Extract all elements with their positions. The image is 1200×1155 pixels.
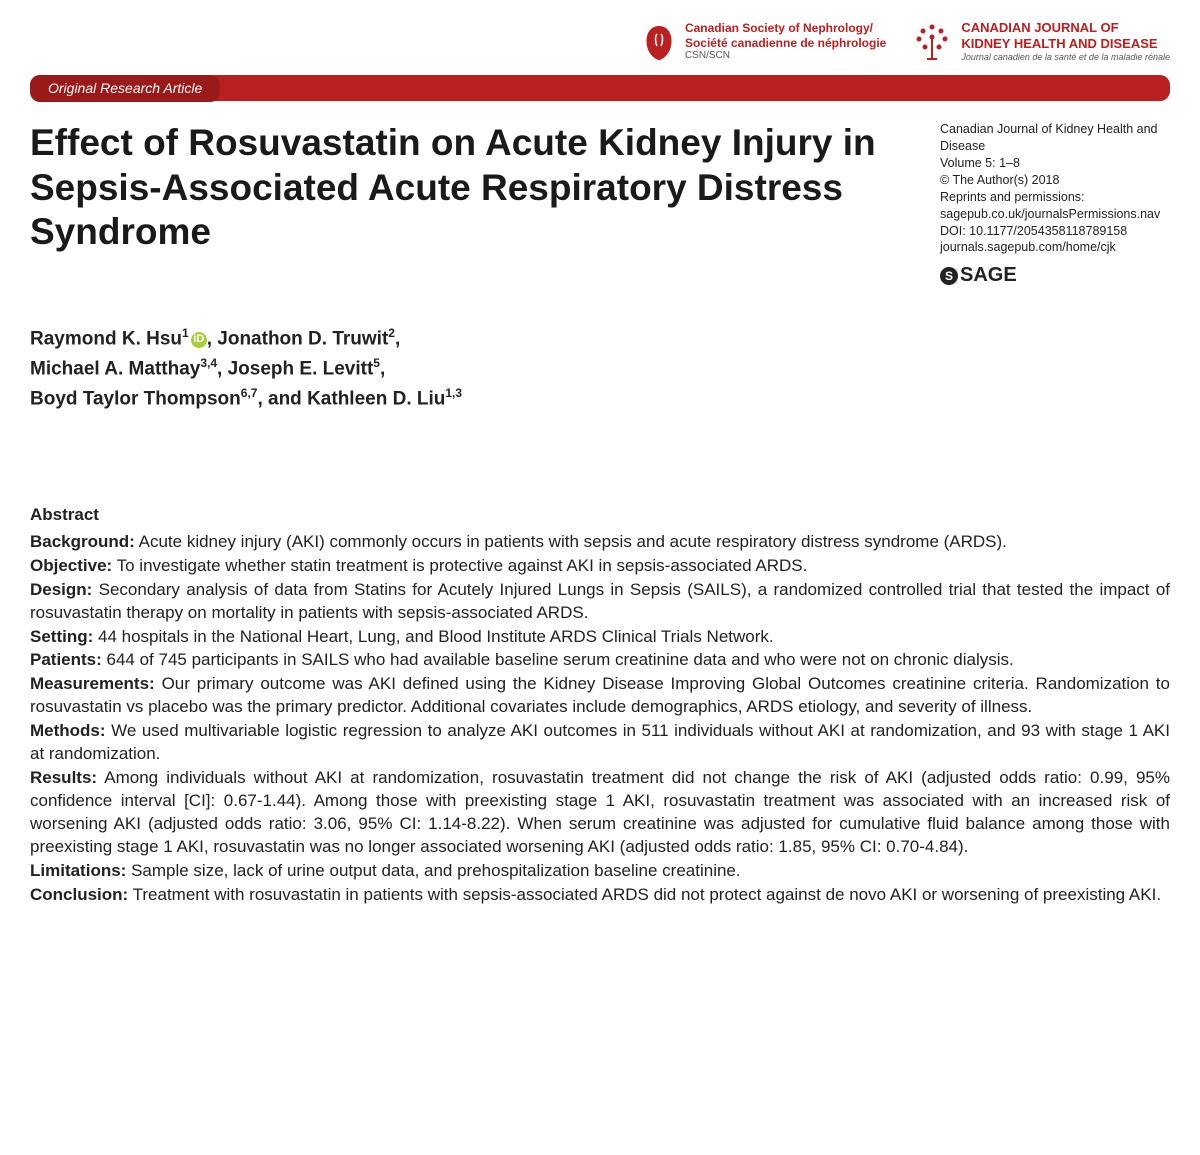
setting-text: 44 hospitals in the National Heart, Lung… (93, 627, 773, 646)
meta-doi: DOI: 10.1177/2054358118789158 (940, 223, 1170, 240)
author-1-aff: 1 (182, 326, 189, 340)
journal-sub: Journal canadien de la santé et de la ma… (961, 51, 1170, 63)
author-4-aff: 5 (373, 356, 380, 370)
methods-label: Methods: (30, 721, 106, 740)
society-text: Canadian Society of Nephrology/ Société … (685, 21, 886, 62)
meta-volume: Volume 5: 1–8 (940, 155, 1170, 172)
background-text: Acute kidney injury (AKI) commonly occur… (135, 532, 1007, 551)
design-text: Secondary analysis of data from Statins … (30, 580, 1170, 622)
sage-s-icon: S (940, 267, 958, 285)
journal-line1: CANADIAN JOURNAL OF (961, 20, 1170, 36)
author-5-aff: 6,7 (241, 386, 258, 400)
society-sub: CSN/SCN (685, 50, 886, 62)
article-type-bar: Original Research Article (30, 75, 1170, 101)
journal-line2: KIDNEY HEALTH AND DISEASE (961, 36, 1170, 52)
article-type-badge: Original Research Article (30, 75, 220, 102)
limitations-text: Sample size, lack of urine output data, … (126, 861, 740, 880)
conclusion-text: Treatment with rosuvastatin in patients … (128, 885, 1161, 904)
society-line1: Canadian Society of Nephrology/ (685, 21, 886, 35)
title-column: Effect of Rosuvastatin on Acute Kidney I… (30, 121, 910, 289)
society-line2: Société canadienne de néphrologie (685, 36, 886, 50)
objective-text: To investigate whether statin treatment … (112, 556, 807, 575)
society-logo-block: Canadian Society of Nephrology/ Société … (641, 20, 886, 63)
abstract-heading: Abstract (30, 504, 1170, 527)
methods-text: We used multivariable logistic regressio… (30, 721, 1170, 763)
author-5: Boyd Taylor Thompson (30, 388, 241, 409)
author-2-aff: 2 (388, 326, 395, 340)
article-title: Effect of Rosuvastatin on Acute Kidney I… (30, 121, 910, 254)
results-label: Results: (30, 768, 97, 787)
author-3: Michael A. Matthay (30, 358, 200, 379)
setting-label: Setting: (30, 627, 93, 646)
measurements-label: Measurements: (30, 674, 155, 693)
objective-label: Objective: (30, 556, 112, 575)
meta-journal: Canadian Journal of Kidney Health and Di… (940, 121, 1170, 155)
meta-reprints: Reprints and permissions: (940, 189, 1170, 206)
abstract-body: Background: Acute kidney injury (AKI) co… (30, 531, 1170, 907)
design-label: Design: (30, 580, 92, 599)
measurements-text: Our primary outcome was AKI defined usin… (30, 674, 1170, 716)
meta-copyright: © The Author(s) 2018 (940, 172, 1170, 189)
authors-block: Raymond K. Hsu1iD, Jonathon D. Truwit2, … (30, 324, 1170, 413)
author-1: Raymond K. Hsu (30, 329, 182, 350)
sage-logo: SSAGE (940, 262, 1170, 289)
author-6-aff: 1,3 (445, 386, 462, 400)
author-4: Joseph E. Levitt (228, 358, 374, 379)
patients-label: Patients: (30, 650, 102, 669)
journal-logo-block: CANADIAN JOURNAL OF KIDNEY HEALTH AND DI… (911, 20, 1170, 63)
author-3-aff: 3,4 (200, 356, 217, 370)
author-6: Kathleen D. Liu (307, 388, 445, 409)
meta-permissions-url: sagepub.co.uk/journalsPermissions.nav (940, 206, 1170, 223)
header-logos: Canadian Society of Nephrology/ Société … (30, 20, 1170, 63)
meta-column: Canadian Journal of Kidney Health and Di… (940, 121, 1170, 289)
kidney-icon (641, 22, 677, 62)
meta-home: journals.sagepub.com/home/cjk (940, 239, 1170, 256)
sage-text: SAGE (960, 262, 1017, 289)
background-label: Background: (30, 532, 135, 551)
conclusion-label: Conclusion: (30, 885, 128, 904)
patients-text: 644 of 745 participants in SAILS who had… (102, 650, 1014, 669)
results-text: Among individuals without AKI at randomi… (30, 768, 1170, 856)
author-2: Jonathon D. Truwit (217, 329, 388, 350)
orcid-icon: iD (191, 332, 207, 348)
limitations-label: Limitations: (30, 861, 126, 880)
tree-icon (911, 21, 953, 63)
title-meta-row: Effect of Rosuvastatin on Acute Kidney I… (30, 121, 1170, 289)
journal-text: CANADIAN JOURNAL OF KIDNEY HEALTH AND DI… (961, 20, 1170, 63)
